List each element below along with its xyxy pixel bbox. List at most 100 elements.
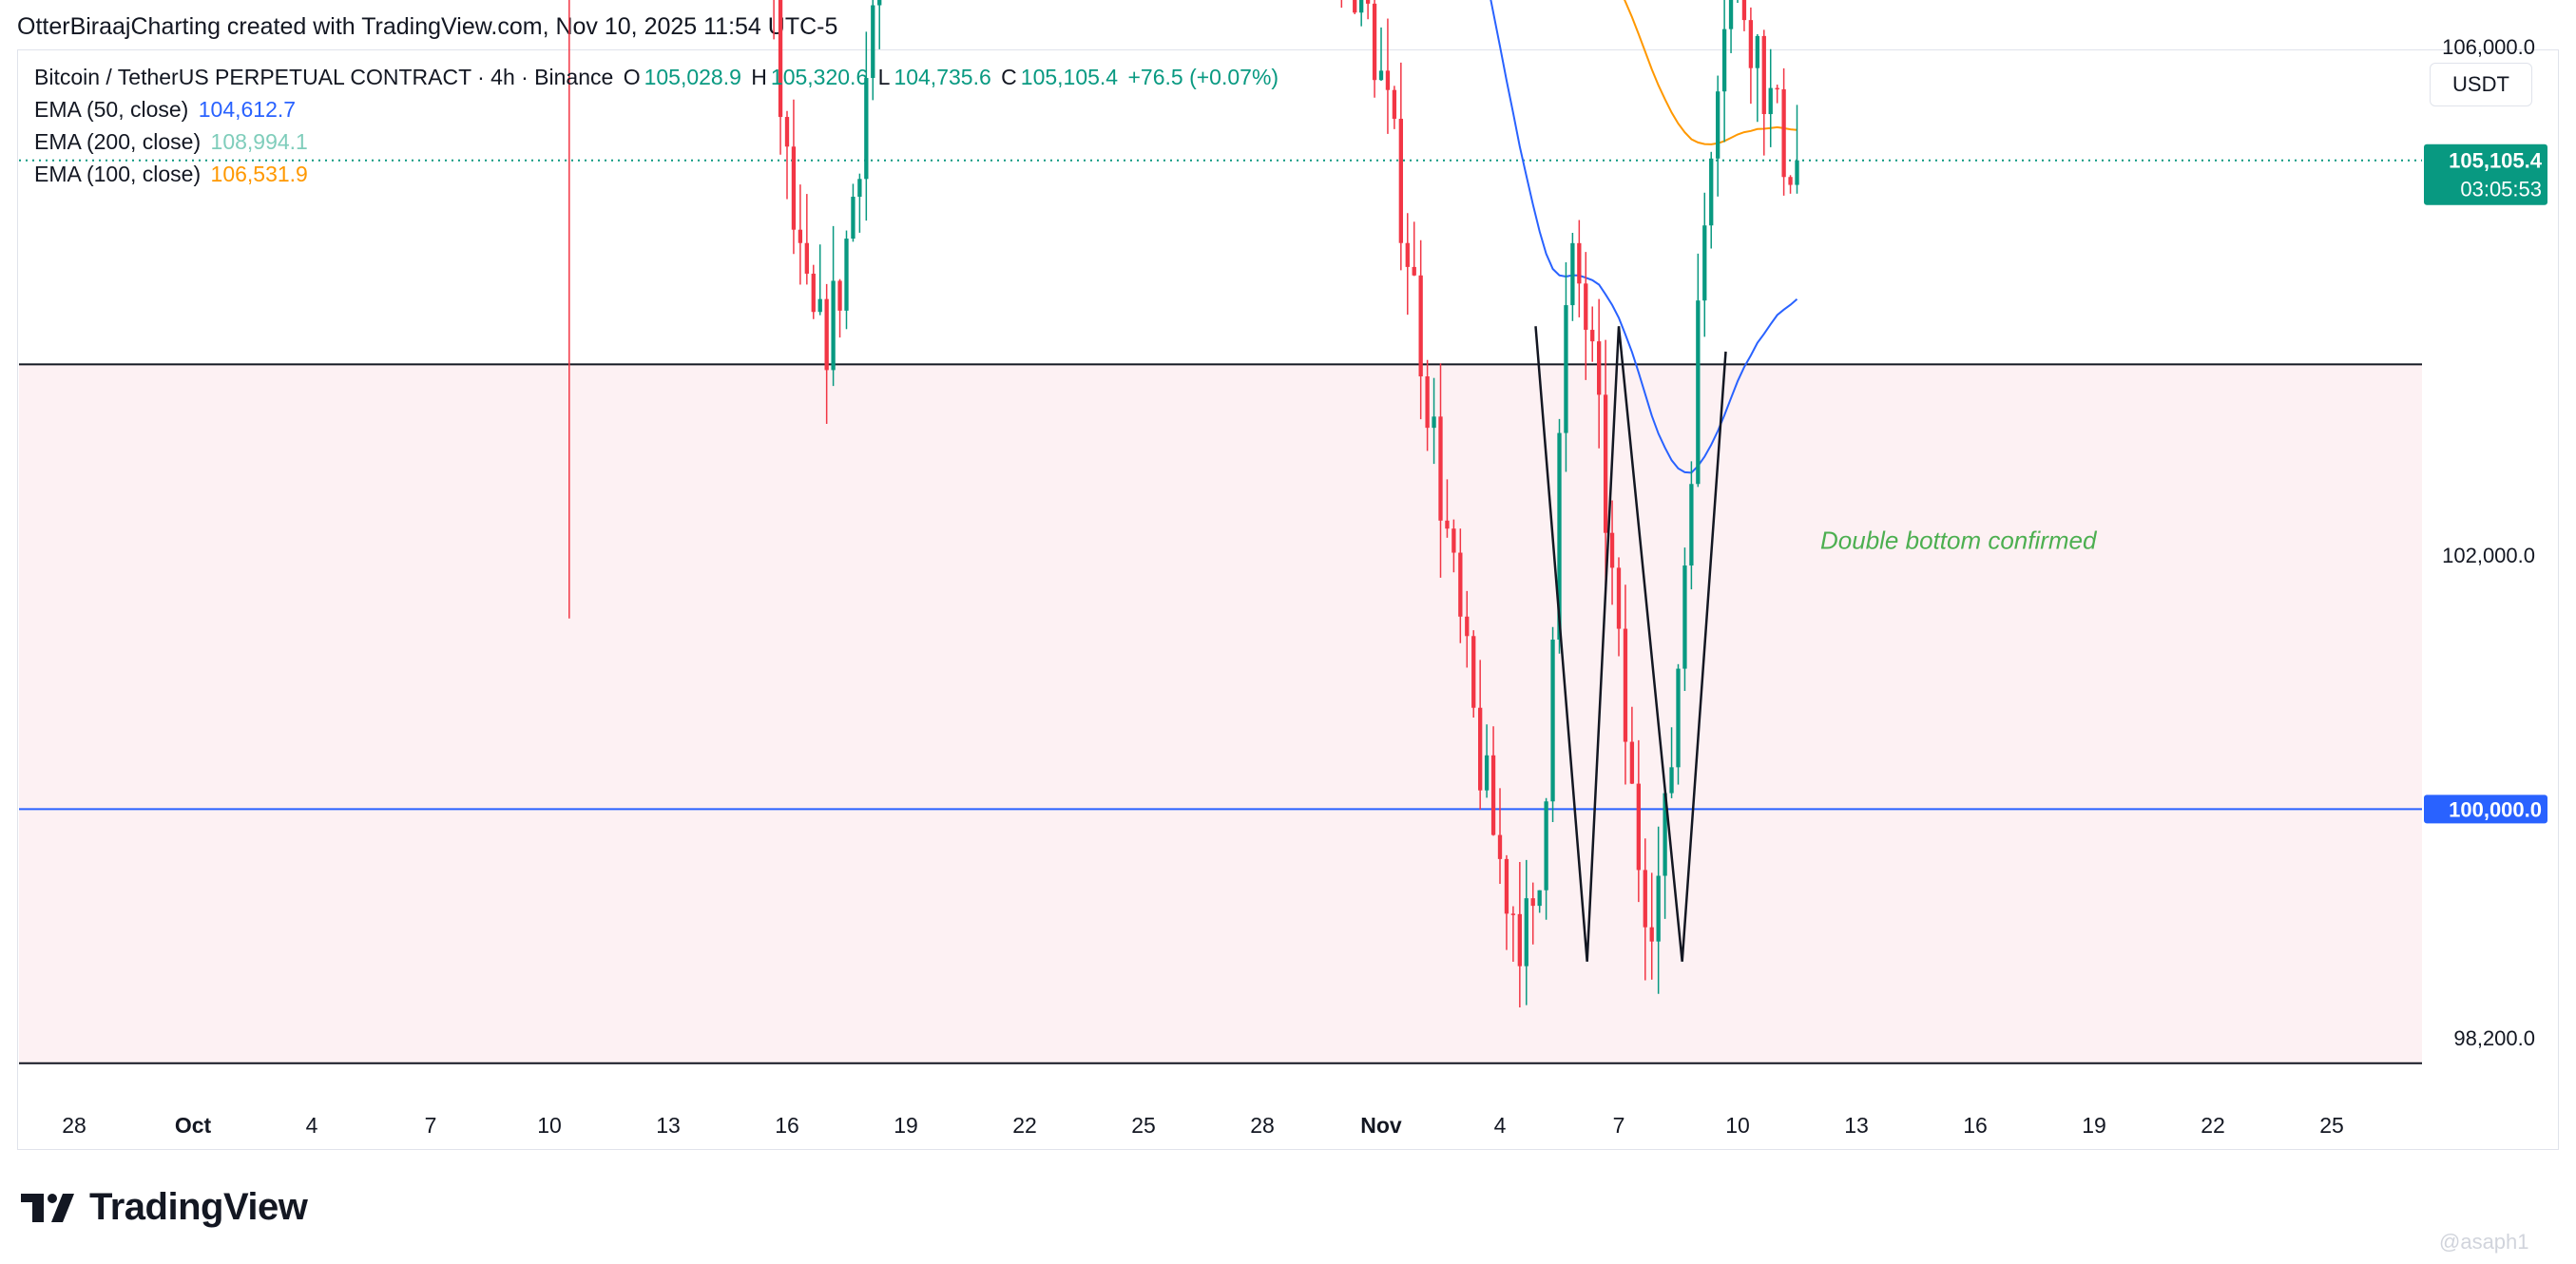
candle-body (784, 117, 790, 147)
candle-body (1490, 755, 1496, 835)
candle-body (1768, 87, 1773, 115)
candle-body (1378, 70, 1384, 81)
legend-ema50-value: 104,612.7 (198, 97, 297, 122)
x-tick-label: 28 (62, 1113, 87, 1138)
candle-body (1702, 225, 1707, 301)
candle-body (1530, 898, 1535, 907)
legend-ema200-row[interactable]: EMA (200, close) 108,994.1 (34, 129, 312, 155)
x-tick-label: 10 (537, 1113, 562, 1138)
legend-open-value: 105,028.9 (644, 65, 741, 89)
x-tick-label: 7 (425, 1113, 437, 1138)
candle-body (824, 298, 829, 371)
candle-body (1623, 628, 1628, 742)
candle-body (877, 0, 882, 6)
candle-body (1398, 118, 1403, 243)
candle-body (1504, 858, 1509, 914)
x-tick-label: 25 (2319, 1113, 2344, 1138)
last-price-label: 105,105.4 (2449, 149, 2543, 173)
candle-body (1584, 283, 1588, 331)
candle-body (1788, 177, 1793, 185)
level-psych-badge (2424, 795, 2547, 824)
x-tick-label: 19 (894, 1113, 918, 1138)
double-bottom-pattern (1534, 326, 1727, 962)
candle-body (1696, 300, 1701, 485)
candle-body (1669, 767, 1674, 794)
candle-countdown: 03:05:53 (2460, 178, 2542, 201)
candle-body (1590, 330, 1595, 342)
legend-close-label: C (1001, 65, 1017, 89)
legend-low-label: L (877, 65, 891, 89)
candle-body (1636, 783, 1641, 871)
currency-button[interactable]: USDT (2430, 63, 2532, 106)
candle-body (1597, 341, 1602, 395)
x-tick-label: 16 (775, 1113, 799, 1138)
candle-body (1445, 520, 1450, 529)
legend-ema50-row[interactable]: EMA (50, close) 104,612.7 (34, 97, 299, 123)
candle-body (831, 280, 836, 371)
candle-body (1629, 741, 1635, 784)
candle-body (817, 298, 822, 313)
candle-body (1412, 266, 1416, 276)
level-psych-badge-label: 100,000.0 (2449, 797, 2542, 821)
legend-close-value: 105,105.4 (1020, 65, 1119, 89)
candle-body (1497, 834, 1503, 859)
y-tick-label: 102,000.0 (2442, 544, 2535, 567)
candle-body (798, 229, 803, 243)
last-price-badge (2424, 144, 2547, 205)
candle-body (844, 239, 849, 311)
candle-body (1741, 0, 1747, 21)
chart-pane[interactable] (17, 49, 2559, 1150)
candle-body (1418, 275, 1423, 377)
x-tick-label: 4 (306, 1113, 318, 1138)
x-tick-label: Oct (175, 1113, 212, 1138)
y-tick-label: 106,000.0 (2442, 35, 2535, 59)
candle-body (1392, 89, 1397, 119)
candle-body (857, 179, 862, 198)
candle-body (864, 78, 869, 180)
legend-symbol-row: Bitcoin / TetherUS PERPETUAL CONTRACT · … (34, 65, 1282, 90)
candle-body (1603, 394, 1608, 533)
legend-open-label: O (623, 65, 641, 89)
candle-body (1728, 0, 1734, 29)
price-chart[interactable]: Key mid-level to flip bullishFirst level… (0, 0, 2576, 1169)
candle-body (1643, 870, 1647, 928)
x-tick-label: 22 (1012, 1113, 1037, 1138)
legend-ema100-row[interactable]: EMA (100, close) 106,531.9 (34, 162, 312, 187)
candle-body (1748, 20, 1754, 68)
chart-credit: OtterBiraajCharting created with Trading… (17, 13, 838, 40)
candle-body (1564, 305, 1568, 433)
candle-body (778, 0, 783, 118)
tradingview-logo[interactable]: TradingView (21, 1186, 308, 1229)
candle-body (1577, 242, 1582, 284)
legend-change: +76.5 (+0.07%) (1127, 65, 1279, 89)
candle-body (1609, 532, 1615, 568)
candle-body (1372, 3, 1377, 81)
legend-symbol: Bitcoin / TetherUS PERPETUAL CONTRACT · … (34, 65, 614, 89)
legend-ema200-label: EMA (200, close) (34, 129, 202, 154)
tradingview-logo-icon (21, 1193, 74, 1222)
candle-body (1676, 668, 1681, 768)
candle-body (1385, 70, 1391, 90)
candle-body (1550, 640, 1555, 802)
legend-ema50-label: EMA (50, close) (34, 97, 189, 122)
demand-zone (19, 364, 2422, 1063)
legend-low-value: 104,735.6 (894, 65, 991, 89)
x-tick-label: 4 (1494, 1113, 1507, 1138)
legend-ema100-value: 106,531.9 (210, 162, 308, 186)
candle-body (1716, 91, 1721, 159)
candle-body (1458, 552, 1463, 617)
candle-body (1721, 29, 1727, 92)
candle-body (791, 146, 797, 230)
candle-body (1405, 242, 1410, 267)
candle-body (1484, 755, 1490, 791)
candle-body (1353, 0, 1357, 13)
candle-body (1663, 793, 1667, 876)
candle-body (1365, 0, 1371, 4)
candle-body (1781, 88, 1786, 178)
x-tick-label: 13 (656, 1113, 681, 1138)
annotation-3: Double bottom confirmed (1820, 526, 2098, 554)
candle-body (1438, 416, 1443, 521)
candle-body (1570, 242, 1575, 306)
candle-body (1656, 875, 1661, 942)
x-tick-label: 22 (2201, 1113, 2225, 1138)
